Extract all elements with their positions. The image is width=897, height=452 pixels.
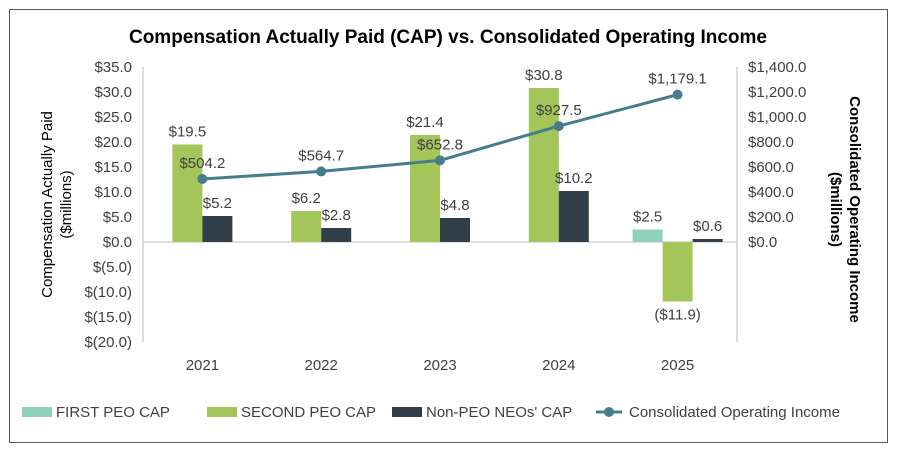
operating-income-point bbox=[197, 173, 208, 184]
bar-second-peo-cap bbox=[291, 211, 322, 242]
operating-income-point bbox=[435, 155, 445, 166]
chart-title: Compensation Actually Paid (CAP) vs. Con… bbox=[129, 27, 767, 48]
y-axis-title-line: ($millions) bbox=[58, 170, 75, 238]
bar-data-label: $4.8 bbox=[440, 197, 469, 214]
x-tick-label: 2021 bbox=[186, 357, 219, 374]
y2-tick-label: $600.0 bbox=[748, 159, 794, 176]
legend-label: Consolidated Operating Income bbox=[629, 404, 840, 421]
bar-non-peo-neos-cap bbox=[440, 218, 470, 242]
y-tick-label: $30.0 bbox=[94, 84, 132, 101]
x-tick-label: 2025 bbox=[661, 357, 694, 374]
y-tick-label: $0.0 bbox=[103, 234, 132, 251]
x-tick-label: 2024 bbox=[542, 357, 575, 374]
y2-tick-label: $0.0 bbox=[748, 234, 777, 251]
bar-data-label: $19.5 bbox=[169, 124, 207, 141]
bar-first-peo-cap bbox=[632, 229, 663, 242]
operating-income-point bbox=[553, 121, 564, 132]
bar-data-label: ($11.9) bbox=[654, 307, 700, 324]
line-data-label: $1,179.1 bbox=[648, 71, 706, 88]
legend-label: SECOND PEO CAP bbox=[241, 404, 376, 421]
y-tick-label: $(15.0) bbox=[84, 309, 132, 326]
x-tick-label: 2022 bbox=[305, 357, 338, 374]
y-tick-label: $35.0 bbox=[94, 59, 132, 76]
y-tick-label: $(5.0) bbox=[93, 259, 132, 276]
bar-data-label: $0.6 bbox=[693, 218, 722, 235]
legend-label: Non-PEO NEOs' CAP bbox=[426, 404, 572, 421]
bar-data-label: $5.2 bbox=[203, 195, 232, 212]
y-tick-label: $10.0 bbox=[94, 184, 132, 201]
bar-data-label: $30.8 bbox=[525, 67, 563, 84]
line-data-label: $927.5 bbox=[536, 102, 582, 119]
bar-non-peo-neos-cap bbox=[321, 228, 352, 242]
plot-area: $35.0 $30.0 $25.0 $20.0 $15.0 $10.0 $5.0 $0.0 $(… bbox=[39, 59, 863, 374]
y2-tick-label: $1,200.0 bbox=[748, 84, 806, 101]
y-tick-label: $25.0 bbox=[94, 109, 132, 126]
y-tick-label: $20.0 bbox=[94, 134, 132, 151]
operating-income-point bbox=[672, 89, 683, 100]
line-data-label: $652.8 bbox=[417, 136, 463, 153]
y-tick-label: $(10.0) bbox=[84, 284, 132, 301]
y2-tick-label: $400.0 bbox=[748, 184, 794, 201]
bar-second-peo-cap bbox=[410, 135, 440, 242]
bar-second-peo-cap bbox=[662, 242, 693, 302]
bar-second-peo-cap bbox=[172, 144, 203, 242]
legend-swatch bbox=[392, 407, 422, 417]
line-data-label: $504.2 bbox=[179, 155, 225, 172]
y2-axis-title-line: ($millions) bbox=[827, 172, 844, 247]
y2-tick-label: $800.0 bbox=[748, 134, 794, 151]
y-tick-label: $15.0 bbox=[94, 159, 132, 176]
legend: FIRST PEO CAP SECOND PEO CAP Non-PEO NEOs'… bbox=[22, 404, 840, 421]
bar-non-peo-neos-cap bbox=[558, 191, 589, 242]
bar-data-label: $2.8 bbox=[322, 207, 351, 224]
bar-non-peo-neos-cap bbox=[202, 216, 233, 242]
bar-data-label: $21.4 bbox=[406, 114, 444, 131]
legend-swatch-marker bbox=[604, 407, 614, 417]
bar-data-label: $10.2 bbox=[555, 170, 593, 187]
y-axis-title-line: Compensation Actually Paid bbox=[39, 111, 56, 298]
bar-data-label: $2.5 bbox=[633, 209, 662, 226]
line-data-label: $564.7 bbox=[298, 147, 344, 164]
legend-label: FIRST PEO CAP bbox=[56, 404, 170, 421]
operating-income-point bbox=[316, 166, 327, 177]
legend-swatch bbox=[22, 407, 52, 417]
x-tick-label: 2023 bbox=[423, 357, 456, 374]
y-axis-title: Compensation Actually Paid ($millions) bbox=[39, 111, 75, 298]
bar-second-peo-cap bbox=[528, 88, 559, 242]
y-tick-label: $(20.0) bbox=[84, 334, 132, 351]
bar-data-label: $6.2 bbox=[292, 190, 321, 207]
y2-axis-title: Consolidated Operating Income($millions) bbox=[827, 96, 863, 323]
y2-tick-label: $1,400.0 bbox=[748, 59, 806, 76]
y2-tick-label: $1,000.0 bbox=[748, 109, 806, 126]
y2-axis-title-line: Consolidated Operating Income bbox=[846, 96, 863, 323]
bar-non-peo-neos-cap bbox=[692, 239, 723, 242]
y2-tick-label: $200.0 bbox=[748, 209, 794, 226]
legend-swatch bbox=[207, 407, 237, 417]
y-tick-label: $5.0 bbox=[103, 209, 132, 226]
